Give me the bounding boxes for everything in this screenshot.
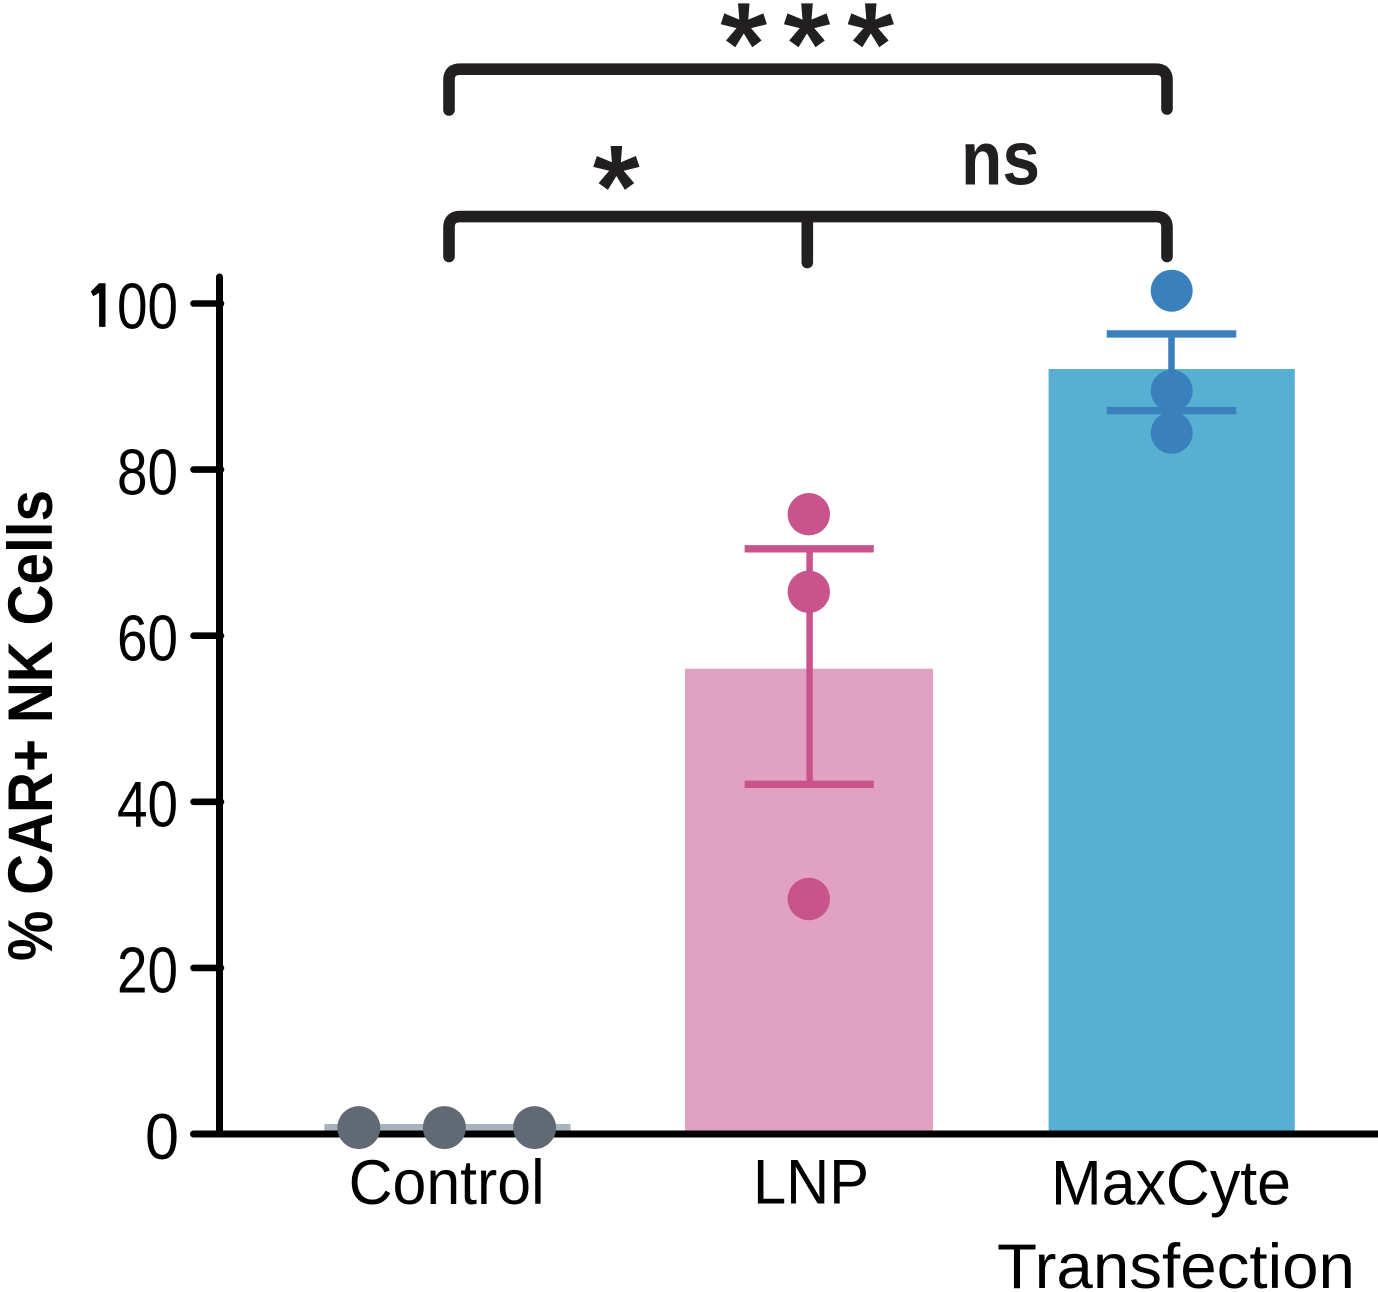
- svg-text:ns: ns: [961, 117, 1040, 202]
- svg-text:MaxCyte: MaxCyte: [1051, 1149, 1291, 1219]
- svg-text:00: 00: [117, 269, 178, 342]
- svg-text:LNP: LNP: [753, 1148, 869, 1218]
- svg-text:0: 0: [145, 1100, 179, 1173]
- svg-text:80: 80: [117, 435, 178, 508]
- svg-text:20: 20: [117, 934, 178, 1007]
- svg-text:Control: Control: [349, 1148, 545, 1218]
- svg-text:Transfection: Transfection: [997, 1232, 1355, 1292]
- svg-text:60: 60: [117, 602, 178, 675]
- svg-text:40: 40: [117, 768, 178, 841]
- svg-text:% CAR+ NK Cells: % CAR+ NK Cells: [0, 490, 66, 961]
